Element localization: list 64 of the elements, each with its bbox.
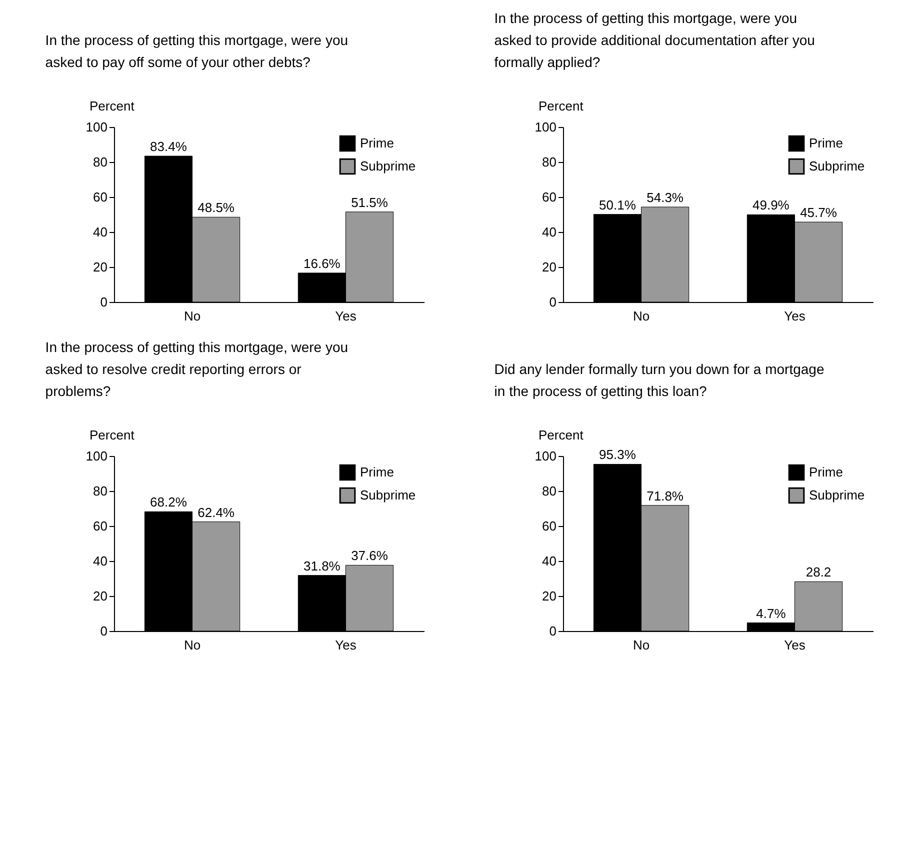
- y-tick-label: 20: [542, 588, 556, 604]
- y-tick-label: 20: [93, 260, 108, 274]
- chart-title: In the process of getting this mortgage, were you asked to pay off some of your other debts?: [45, 32, 348, 70]
- y-tick-label: 40: [93, 554, 108, 568]
- legend-label: Prime: [360, 136, 394, 150]
- data-label: 95.3%: [599, 447, 636, 462]
- data-label: 4.7%: [756, 606, 786, 621]
- y-axis-title: Percent: [538, 428, 584, 442]
- chart-title: In the process of getting this mortgage, were you asked to resolve credit reporting errors or problems?: [45, 339, 348, 399]
- y-tick-label: 20: [93, 588, 108, 604]
- x-tick-label: No: [632, 308, 650, 324]
- y-tick-label: 0: [100, 294, 108, 310]
- y-tick-label: 60: [93, 190, 108, 204]
- legend-label: Prime: [360, 464, 394, 480]
- y-tick-label: 80: [542, 484, 556, 498]
- y-tick-label: 0: [549, 294, 556, 310]
- x-tick-label: Yes: [784, 308, 806, 324]
- legend-label: Subprime: [809, 488, 865, 502]
- y-axis-title: Percent: [538, 98, 584, 114]
- data-label: 68.2%: [150, 494, 188, 510]
- legend-label: Subprime: [360, 158, 416, 174]
- legend-label: Prime: [809, 464, 843, 480]
- y-tick-label: 40: [542, 554, 556, 568]
- chart-title: Did any lender formally turn you down for a mortgage in the process of getting this loan?: [494, 361, 824, 399]
- data-label: 48.5%: [198, 200, 235, 216]
- data-label: 45.7%: [800, 205, 838, 220]
- data-label: 83.4%: [150, 139, 188, 154]
- y-tick-label: 20: [542, 260, 556, 274]
- x-tick-label: No: [184, 308, 201, 324]
- data-label: 28.2: [806, 564, 832, 580]
- y-tick-label: 80: [542, 154, 556, 170]
- data-label: 62.4%: [198, 504, 235, 520]
- legend-label: Subprime: [360, 488, 416, 502]
- y-axis-title: Percent: [90, 98, 135, 114]
- data-label: 50.1%: [599, 197, 636, 212]
- y-tick-label: 80: [93, 154, 108, 170]
- data-label: 71.8%: [646, 488, 684, 504]
- y-tick-label: 100: [86, 448, 108, 464]
- data-label: 31.8%: [304, 558, 341, 574]
- y-tick-label: 60: [542, 518, 556, 534]
- data-label: 16.6%: [304, 256, 341, 271]
- x-tick-label: Yes: [335, 308, 357, 324]
- data-label: 51.5%: [351, 194, 388, 210]
- x-tick-label: Yes: [335, 638, 357, 652]
- y-tick-label: 40: [93, 224, 108, 240]
- x-tick-label: Yes: [784, 638, 806, 652]
- data-label: 54.3%: [646, 190, 684, 205]
- y-tick-label: 40: [542, 224, 556, 240]
- data-label: 37.6%: [351, 548, 388, 564]
- y-tick-label: 60: [542, 190, 556, 204]
- y-tick-label: 0: [549, 624, 556, 638]
- data-label: 49.9%: [752, 198, 790, 213]
- y-axis-title: Percent: [90, 428, 135, 442]
- chart-title: In the process of getting this mortgage, were you asked to provide additional documentation after you formally applied?: [494, 10, 815, 70]
- y-tick-label: 0: [100, 624, 108, 638]
- x-tick-label: No: [184, 638, 201, 652]
- y-tick-label: 80: [93, 484, 108, 498]
- y-tick-label: 100: [86, 120, 108, 134]
- legend-label: Subprime: [809, 158, 865, 174]
- y-tick-label: 100: [534, 120, 556, 134]
- legend-label: Prime: [809, 136, 843, 150]
- x-tick-label: No: [632, 638, 650, 652]
- y-tick-label: 100: [534, 448, 556, 464]
- y-tick-label: 60: [93, 518, 108, 534]
